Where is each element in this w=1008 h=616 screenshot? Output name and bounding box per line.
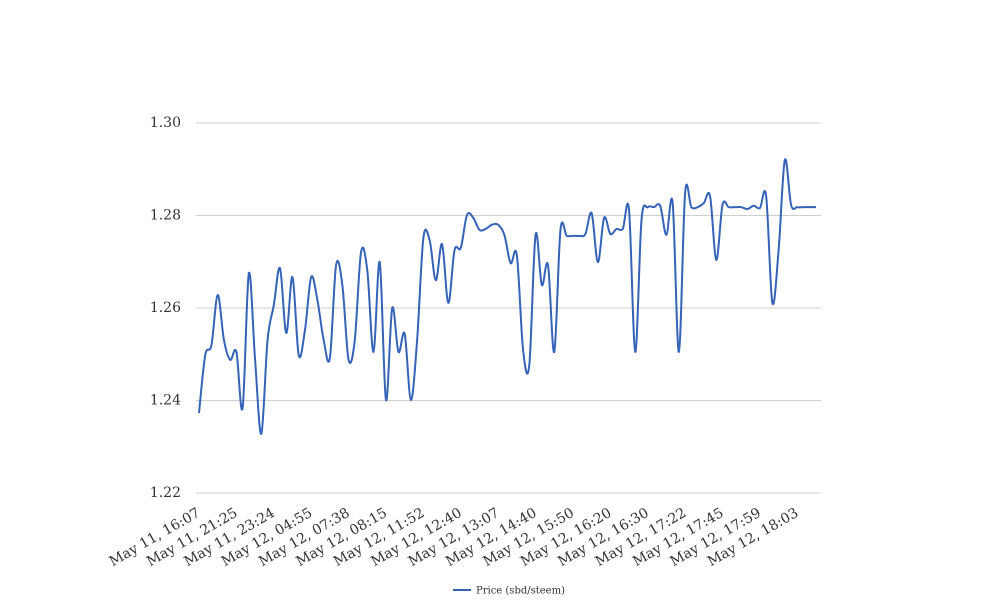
y-tick-label: 1.22: [150, 485, 181, 501]
y-tick-label: 1.24: [150, 393, 181, 409]
legend-label: Price (sbd/steem): [476, 586, 565, 597]
y-tick-label: 1.30: [150, 115, 181, 131]
y-tick-label: 1.26: [150, 300, 181, 316]
price-line: [198, 158, 816, 435]
y-tick-label: 1.28: [150, 208, 181, 224]
